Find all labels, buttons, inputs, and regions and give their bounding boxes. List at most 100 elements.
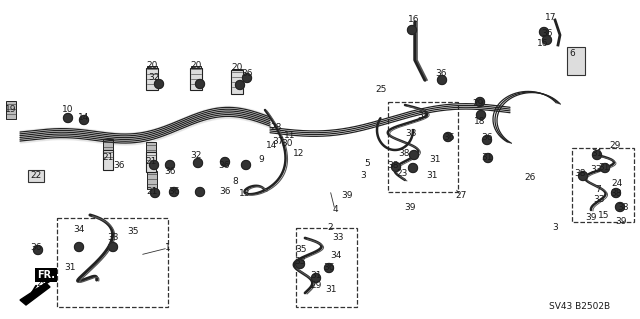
Text: 39: 39 [585, 213, 596, 222]
Text: 36: 36 [541, 29, 553, 39]
Circle shape [312, 273, 321, 283]
Text: 20: 20 [231, 63, 243, 72]
Circle shape [166, 160, 175, 169]
Text: 29: 29 [472, 99, 484, 108]
Bar [146, 142, 156, 160]
Bar [57, 218, 168, 307]
Text: 3: 3 [360, 172, 366, 181]
Circle shape [392, 162, 401, 172]
Text: 33: 33 [294, 257, 306, 266]
Text: 29: 29 [36, 279, 48, 288]
Text: 31: 31 [64, 263, 76, 272]
Text: 13: 13 [239, 189, 251, 198]
Text: 17: 17 [545, 13, 557, 23]
Circle shape [150, 160, 159, 169]
Text: 28: 28 [270, 123, 282, 132]
Text: 31: 31 [598, 164, 610, 173]
Text: 23: 23 [396, 169, 408, 179]
Circle shape [150, 189, 159, 197]
Text: 33: 33 [405, 129, 417, 137]
Text: 9: 9 [258, 155, 264, 165]
Text: 19: 19 [5, 106, 17, 115]
Text: 33: 33 [108, 233, 119, 241]
Text: 33: 33 [590, 166, 602, 174]
Text: 39: 39 [404, 204, 416, 212]
Text: 12: 12 [293, 150, 305, 159]
Text: 24: 24 [611, 179, 623, 188]
Bar [388, 102, 458, 192]
Circle shape [324, 263, 333, 272]
Text: 38: 38 [387, 160, 399, 169]
Bar [190, 68, 202, 90]
Text: 36: 36 [481, 133, 493, 143]
Bar [103, 150, 113, 170]
Text: 36: 36 [220, 188, 231, 197]
Text: 38: 38 [574, 169, 586, 179]
Text: 8: 8 [232, 177, 238, 187]
Text: SV43 B2502B: SV43 B2502B [549, 302, 611, 311]
Circle shape [74, 242, 83, 251]
Text: 34: 34 [74, 226, 84, 234]
Circle shape [438, 76, 447, 85]
Text: 35: 35 [295, 244, 307, 254]
Circle shape [543, 35, 552, 44]
Text: 1: 1 [165, 243, 171, 253]
Text: 27: 27 [455, 191, 467, 201]
Text: 3: 3 [552, 222, 558, 232]
Bar [146, 68, 158, 90]
Text: 34: 34 [330, 250, 342, 259]
Circle shape [476, 98, 484, 107]
Text: 21: 21 [145, 157, 157, 166]
Text: 6: 6 [569, 48, 575, 57]
Circle shape [109, 242, 118, 251]
Circle shape [241, 160, 250, 169]
Text: 15: 15 [598, 211, 610, 219]
Text: 33: 33 [332, 233, 344, 241]
Text: 32: 32 [190, 151, 202, 160]
Text: 30: 30 [281, 138, 292, 147]
Text: 36: 36 [164, 167, 176, 176]
Circle shape [616, 203, 625, 211]
Bar [572, 148, 634, 222]
Text: 31: 31 [310, 271, 322, 280]
Circle shape [195, 188, 205, 197]
Circle shape [296, 259, 305, 269]
Text: 10: 10 [62, 106, 74, 115]
Text: 36: 36 [168, 188, 180, 197]
Circle shape [408, 164, 417, 173]
Text: 31: 31 [429, 154, 441, 164]
Text: 32: 32 [148, 73, 160, 83]
Text: 21: 21 [147, 188, 157, 197]
Text: 38: 38 [398, 149, 410, 158]
Text: 16: 16 [537, 39, 548, 48]
Circle shape [483, 153, 493, 162]
Text: 18: 18 [474, 117, 486, 127]
Bar [103, 139, 113, 157]
Text: 14: 14 [78, 114, 90, 122]
Circle shape [154, 79, 163, 88]
Text: 31: 31 [426, 170, 438, 180]
Text: 21: 21 [102, 153, 114, 162]
Text: 16: 16 [408, 16, 420, 25]
Circle shape [408, 26, 417, 34]
Text: 36: 36 [435, 69, 447, 78]
Text: 7: 7 [595, 184, 601, 194]
Text: 4: 4 [332, 205, 338, 214]
Circle shape [243, 73, 252, 83]
Circle shape [195, 79, 205, 88]
Text: 39: 39 [615, 218, 627, 226]
Circle shape [579, 172, 588, 181]
Bar [296, 228, 357, 307]
Text: 38: 38 [617, 203, 628, 211]
Circle shape [193, 159, 202, 167]
Bar [147, 171, 157, 189]
Text: 35: 35 [127, 227, 139, 236]
Text: 5: 5 [364, 160, 370, 168]
Circle shape [477, 110, 486, 120]
Text: 36: 36 [218, 160, 230, 169]
Circle shape [483, 136, 492, 145]
Circle shape [444, 132, 452, 142]
Bar [567, 47, 585, 75]
Text: 20: 20 [190, 61, 202, 70]
Text: 37: 37 [272, 137, 284, 145]
